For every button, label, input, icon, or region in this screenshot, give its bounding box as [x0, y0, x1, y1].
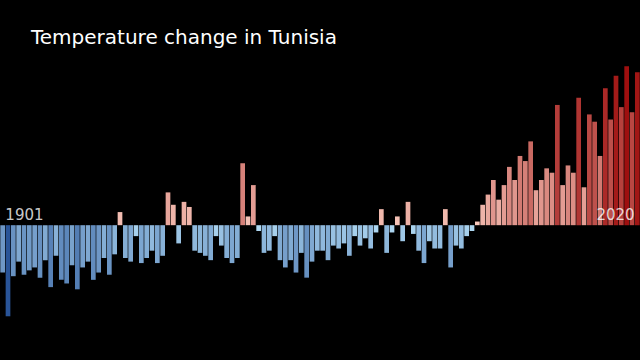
svg-text:1901: 1901 — [5, 206, 43, 224]
svg-text:2020: 2020 — [596, 206, 634, 224]
svg-text:Temperature change in Tunisia: Temperature change in Tunisia — [30, 25, 337, 49]
